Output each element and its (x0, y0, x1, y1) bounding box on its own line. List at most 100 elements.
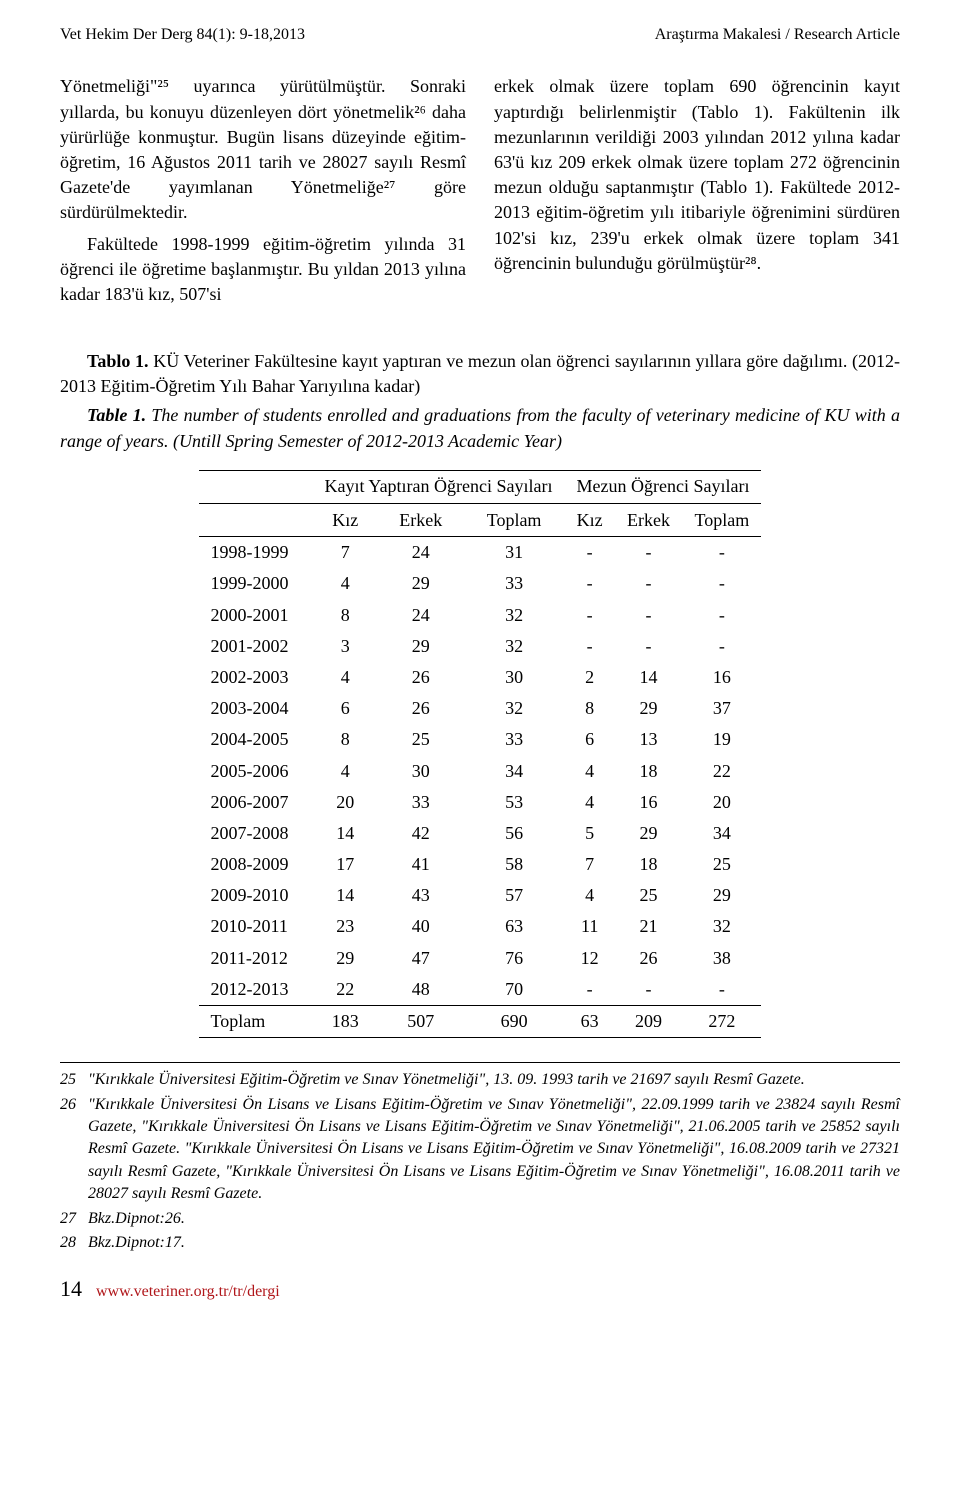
running-header: Vet Hekim Der Derg 84(1): 9-18,2013 Araş… (60, 24, 900, 46)
table-cell: 38 (682, 943, 761, 974)
table-cell: 24 (378, 600, 464, 631)
footnotes: 25 "Kırıkkale Üniversitesi Eğitim-Öğreti… (60, 1062, 900, 1254)
table-cell: 4 (565, 756, 615, 787)
table-cell: 2008-2009 (199, 849, 313, 880)
table-cell: 2000-2001 (199, 600, 313, 631)
table-cell: 32 (682, 911, 761, 942)
table-cell: - (682, 974, 761, 1006)
table-cell: 58 (464, 849, 565, 880)
table-cell: 2011-2012 (199, 943, 313, 974)
table-cell: 2001-2002 (199, 631, 313, 662)
table-cell: 4 (313, 568, 378, 599)
sub-4: Erkek (615, 504, 682, 537)
table-cell: 32 (464, 631, 565, 662)
header-right: Araştırma Makalesi / Research Article (655, 24, 900, 46)
sub-0: Kız (313, 504, 378, 537)
table-cell: 5 (565, 818, 615, 849)
table-cell: 76 (464, 943, 565, 974)
caption-en-text: The number of students enrolled and grad… (60, 405, 900, 450)
table-row: 2010-2011234063112132 (199, 911, 762, 942)
table-cell: 4 (313, 756, 378, 787)
table-cell: 32 (464, 600, 565, 631)
header-right-dark: Araştırma Makalesi / (655, 26, 794, 43)
table-cell: 29 (378, 631, 464, 662)
table-cell: - (682, 600, 761, 631)
table-cell: 2012-2013 (199, 974, 313, 1006)
table-cell: 4 (565, 787, 615, 818)
table-cell: 2007-2008 (199, 818, 313, 849)
table-cell: 30 (464, 662, 565, 693)
table-cell: 20 (682, 787, 761, 818)
table-cell: 23 (313, 911, 378, 942)
caption-tr: Tablo 1. KÜ Veteriner Fakültesine kayıt … (60, 349, 900, 399)
table-cell: 26 (615, 943, 682, 974)
table-cell: 6 (565, 724, 615, 755)
footer-url: www.veteriner.org.tr/tr/dergi (96, 1281, 280, 1303)
col1-para1: Yönetmeliği"²⁵ uyarınca yürütülmüştür. S… (60, 74, 466, 225)
sub-2: Toplam (464, 504, 565, 537)
table-row: 2007-200814425652934 (199, 818, 762, 849)
table-row: 1999-200042933--- (199, 568, 762, 599)
table-row: 2003-20046263282937 (199, 693, 762, 724)
fn25-text: "Kırıkkale Üniversitesi Eğitim-Öğretim v… (88, 1069, 900, 1091)
table-cell: 16 (615, 787, 682, 818)
table-cell: 25 (682, 849, 761, 880)
table-cell: 2004-2005 (199, 724, 313, 755)
column-right: erkek olmak üzere toplam 690 öğrencinin … (494, 74, 900, 313)
table-cell: 70 (464, 974, 565, 1006)
table-cell: - (682, 537, 761, 569)
table-cell: 14 (313, 818, 378, 849)
table-cell: 29 (682, 880, 761, 911)
table-sub-header: Kız Erkek Toplam Kız Erkek Toplam (199, 504, 762, 537)
caption-tr-text: KÜ Veteriner Fakültesine kayıt yaptıran … (60, 351, 900, 396)
group-enrolled: Kayıt Yaptıran Öğrenci Sayıları (313, 470, 565, 503)
table-cell: 33 (464, 724, 565, 755)
table-cell: 56 (464, 818, 565, 849)
table-row: 2000-200182432--- (199, 600, 762, 631)
table-cell: 18 (615, 756, 682, 787)
table-cell: 30 (378, 756, 464, 787)
sub-3: Kız (565, 504, 615, 537)
data-table: Kayıt Yaptıran Öğrenci Sayıları Mezun Öğ… (199, 470, 762, 1038)
header-left: Vet Hekim Der Derg 84(1): 9-18,2013 (60, 24, 305, 46)
table-cell: 29 (378, 568, 464, 599)
header-right-grey: Research Article (794, 26, 900, 43)
table-cell: 34 (464, 756, 565, 787)
table-cell: - (682, 631, 761, 662)
fn28-num: 28 (60, 1232, 88, 1254)
table-cell: - (615, 974, 682, 1006)
table-cell: 21 (615, 911, 682, 942)
table-cell: 2002-2003 (199, 662, 313, 693)
total-1: 183 (313, 1006, 378, 1038)
table-cell: 43 (378, 880, 464, 911)
table-row: 2004-20058253361319 (199, 724, 762, 755)
table-cell: 26 (378, 662, 464, 693)
table-cell: 57 (464, 880, 565, 911)
table-cell: 12 (565, 943, 615, 974)
table-cell: 29 (313, 943, 378, 974)
table-cell: 25 (378, 724, 464, 755)
table-cell: - (682, 568, 761, 599)
table-cell: 8 (313, 724, 378, 755)
table-row: 2002-20034263021416 (199, 662, 762, 693)
table-body: 1998-199972431---1999-200042933---2000-2… (199, 537, 762, 1006)
table-row: 2006-200720335341620 (199, 787, 762, 818)
table-cell: 33 (378, 787, 464, 818)
sub-1: Erkek (378, 504, 464, 537)
sub-5: Toplam (682, 504, 761, 537)
table-cell: - (565, 537, 615, 569)
fn27-text: Bkz.Dipnot:26. (88, 1208, 900, 1230)
table-cell: 7 (565, 849, 615, 880)
table-cell: 2009-2010 (199, 880, 313, 911)
footnote-27: 27 Bkz.Dipnot:26. (60, 1208, 900, 1230)
table-cell: 1998-1999 (199, 537, 313, 569)
table-cell: 8 (565, 693, 615, 724)
table-cell: 3 (313, 631, 378, 662)
table-cell: 42 (378, 818, 464, 849)
table-cell: 40 (378, 911, 464, 942)
fn26-text: "Kırıkkale Üniversitesi Ön Lisans ve Lis… (88, 1094, 900, 1206)
table-cell: 19 (682, 724, 761, 755)
col2-para1: erkek olmak üzere toplam 690 öğrencinin … (494, 74, 900, 276)
table-cell: - (615, 631, 682, 662)
table-cell: 18 (615, 849, 682, 880)
